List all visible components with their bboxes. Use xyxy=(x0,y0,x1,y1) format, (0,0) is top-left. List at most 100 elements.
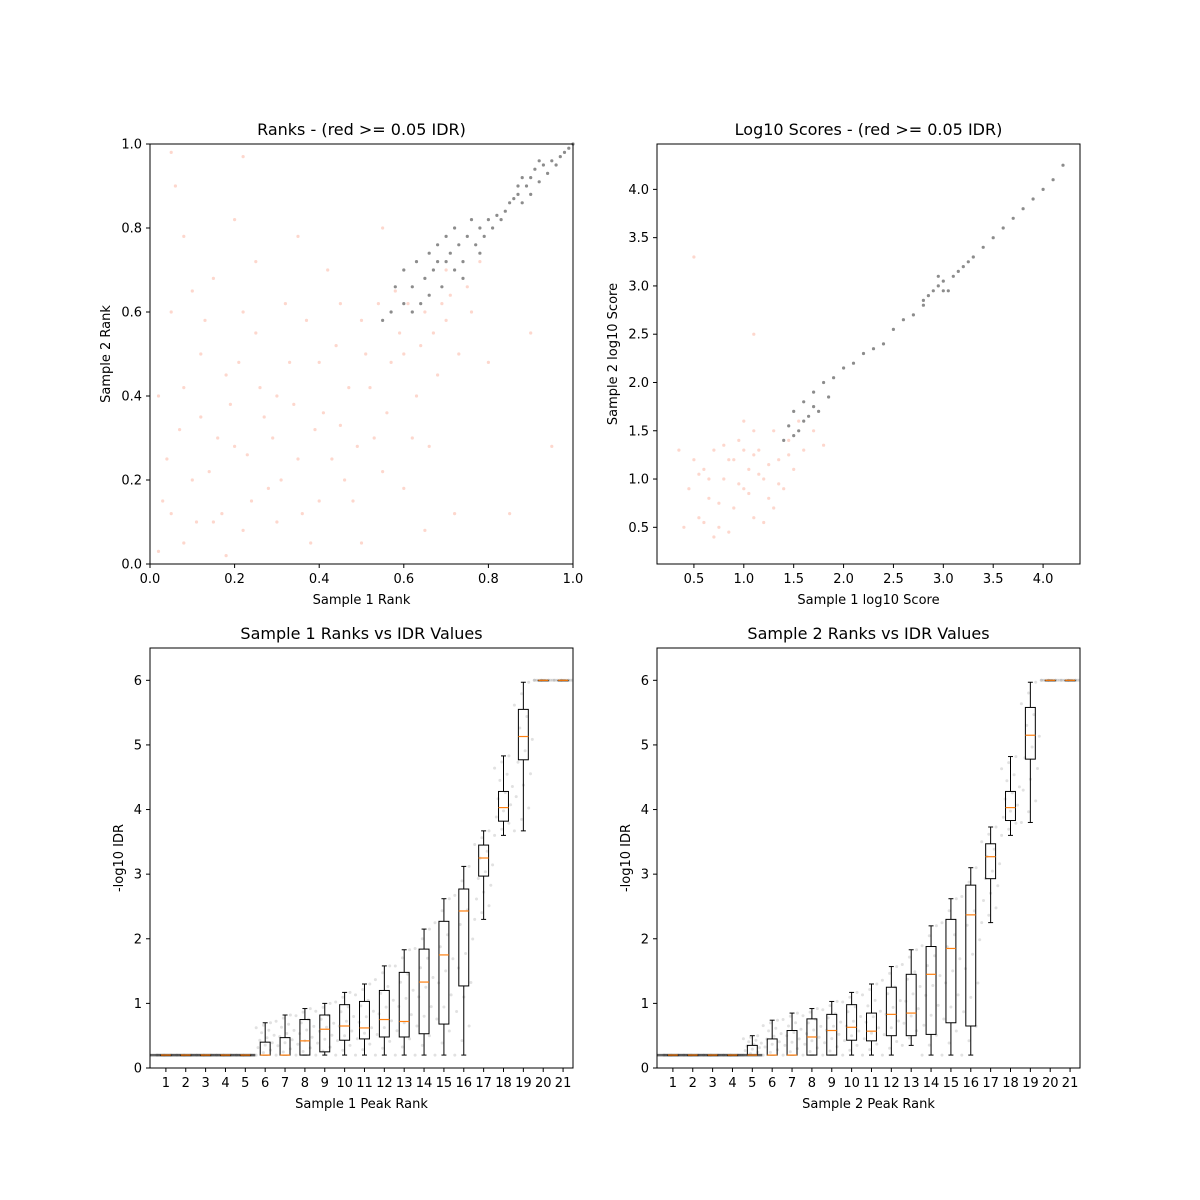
idr-point xyxy=(447,897,451,901)
idr-point xyxy=(841,1053,845,1057)
y-axis-label: Sample 2 log10 Score xyxy=(606,283,621,425)
scatter-point xyxy=(469,218,474,222)
scatter-point xyxy=(516,192,520,196)
idr-point xyxy=(1036,767,1039,770)
x-tick-label: 12 xyxy=(883,1076,900,1091)
plot-frame xyxy=(656,647,1081,1069)
scatter-point xyxy=(173,184,177,188)
scatter-point xyxy=(398,331,402,335)
idr-point xyxy=(855,1043,859,1047)
box-body xyxy=(339,1004,351,1041)
idr-point xyxy=(1019,821,1023,824)
idr-point xyxy=(1059,678,1063,682)
scatter-point xyxy=(802,400,806,404)
x-tick-label: 7 xyxy=(281,1076,289,1091)
idr-point xyxy=(897,1019,900,1023)
scatter-point xyxy=(707,496,711,500)
idr-point xyxy=(532,678,536,682)
scatter-point xyxy=(436,243,440,247)
scatter-point xyxy=(503,209,507,213)
x-tick-label: 4 xyxy=(728,1076,736,1091)
idr-point xyxy=(343,1034,347,1038)
scatter-point xyxy=(199,352,203,356)
scatter-point xyxy=(317,360,321,364)
scatter-point xyxy=(237,360,241,364)
box-18 xyxy=(498,755,509,836)
idr-point xyxy=(888,1046,892,1050)
y-tick-label: 4.0 xyxy=(628,183,649,198)
scatter-point xyxy=(313,428,317,432)
idr-point xyxy=(274,1053,278,1057)
idr-point xyxy=(368,982,372,986)
idr-point xyxy=(839,1020,843,1024)
scatter-point xyxy=(381,470,385,474)
scatter-point xyxy=(224,373,228,377)
scatter-point xyxy=(712,535,716,539)
box-body xyxy=(1024,706,1036,760)
idr-point xyxy=(810,1039,814,1043)
x-tick-label: 13 xyxy=(903,1076,920,1091)
idr-point xyxy=(348,1043,352,1047)
scatter-point xyxy=(936,274,940,278)
scatter-point xyxy=(372,436,376,440)
idr-point xyxy=(523,749,527,753)
idr-point xyxy=(261,1051,265,1055)
idr-point xyxy=(384,1005,388,1009)
idr-point xyxy=(440,1041,444,1045)
idr-point xyxy=(325,1025,328,1029)
box-3 xyxy=(200,1054,212,1057)
idr-point xyxy=(823,1041,827,1045)
scatter-point xyxy=(491,226,495,230)
idr-point xyxy=(743,1049,747,1053)
idr-point xyxy=(889,1026,893,1030)
scatter-point xyxy=(1031,197,1035,201)
x-tick-label: 14 xyxy=(416,1076,433,1091)
idr-point xyxy=(965,923,969,927)
idr-point xyxy=(990,869,994,873)
idr-point xyxy=(512,703,516,707)
idr-point xyxy=(895,965,899,969)
idr-point xyxy=(1055,678,1059,682)
scatter-point xyxy=(792,467,796,471)
idr-point xyxy=(332,1021,336,1025)
idr-point xyxy=(321,1005,325,1009)
scatter-point xyxy=(427,251,431,255)
y-tick-label: 1 xyxy=(641,997,649,1012)
y-tick-label: 0.6 xyxy=(121,306,142,321)
scatter-point xyxy=(258,386,262,390)
idr-point xyxy=(294,1053,298,1057)
idr-point xyxy=(330,1033,334,1037)
scatter-point xyxy=(326,268,330,272)
scatter-point xyxy=(444,318,448,322)
y-tick-label: 0.8 xyxy=(121,222,142,237)
x-tick-label: 21 xyxy=(1062,1076,1079,1091)
idr-point xyxy=(451,957,455,961)
idr-point xyxy=(287,1022,291,1026)
idr-point xyxy=(373,978,377,982)
scatter-point xyxy=(440,285,444,289)
idr-point xyxy=(938,974,942,978)
idr-point xyxy=(413,947,417,950)
idr-point xyxy=(1034,680,1038,684)
scatter-point xyxy=(275,520,279,524)
scatter-point xyxy=(762,477,766,481)
box-7 xyxy=(786,1012,798,1056)
idr-point xyxy=(388,1039,392,1043)
scatter-point xyxy=(567,146,571,150)
idr-point xyxy=(487,829,491,833)
idr-point xyxy=(1027,691,1031,695)
box-21 xyxy=(1064,679,1076,682)
idr-point xyxy=(361,988,365,991)
scatter-point xyxy=(444,234,448,238)
scatter-point xyxy=(512,197,516,201)
idr-point xyxy=(951,969,955,973)
idr-point xyxy=(907,955,911,959)
scatter-point xyxy=(787,438,791,442)
idr-point xyxy=(902,1021,906,1025)
idr-point xyxy=(803,1042,807,1046)
idr-point xyxy=(1027,810,1031,814)
idr-point xyxy=(427,1034,431,1038)
idr-point xyxy=(444,969,448,973)
idr-point xyxy=(314,1009,318,1013)
x-tick-label: 3 xyxy=(201,1076,209,1091)
